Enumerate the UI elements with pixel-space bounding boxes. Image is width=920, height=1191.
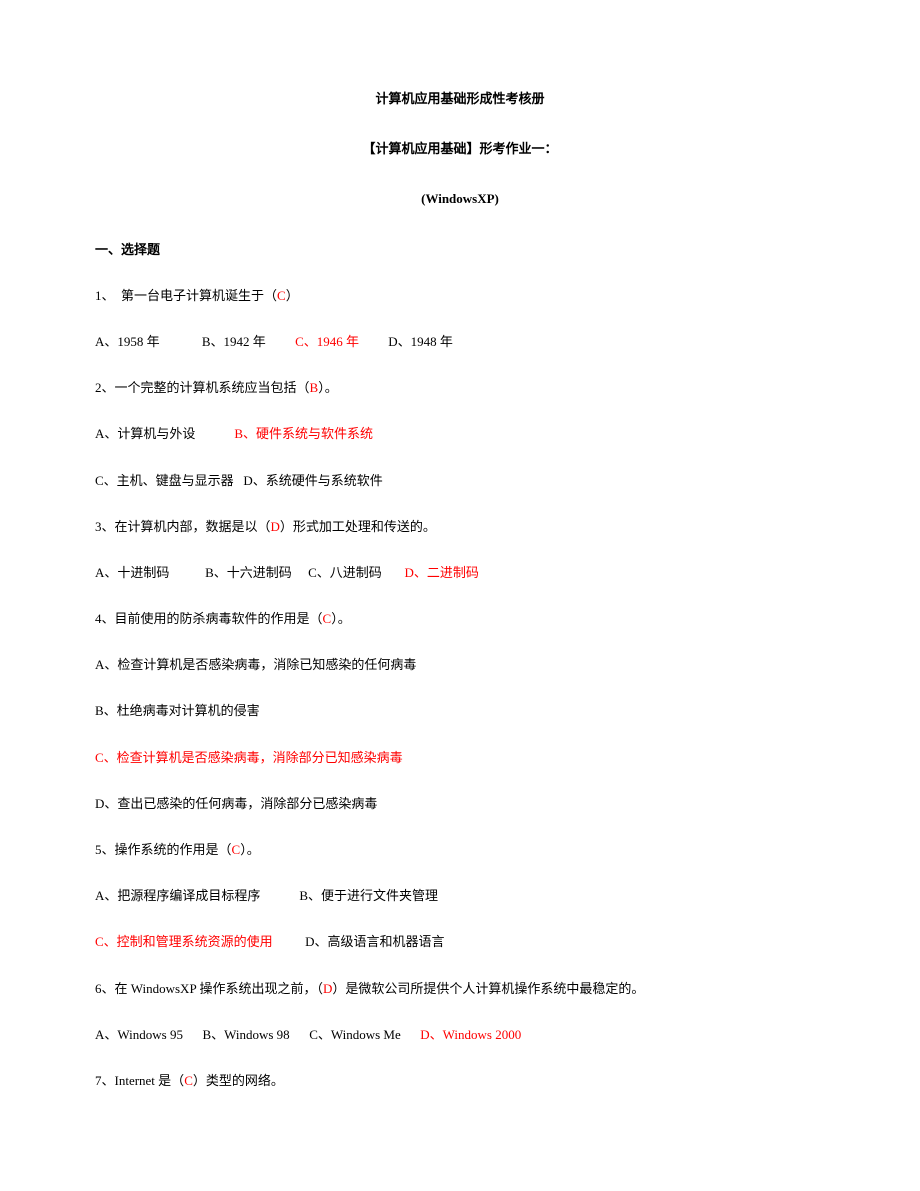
spacer: [234, 473, 244, 488]
spacer: [266, 334, 295, 349]
q1-opt-b: B、1942 年: [202, 334, 266, 349]
q5-options-row1: A、把源程序编译成目标程序 B、便于进行文件夹管理: [95, 887, 825, 905]
q5-answer: C: [232, 842, 241, 857]
q6-options: A、Windows 95 B、Windows 98 C、Windows Me D…: [95, 1026, 825, 1044]
spacer: [292, 565, 308, 580]
doc-title-3: (WindowsXP): [95, 190, 825, 208]
q7-tail: ）类型的网络。: [193, 1073, 284, 1088]
q1-opt-d: D、1948 年: [388, 334, 453, 349]
q1-tail: ）: [286, 288, 299, 303]
doc-title-2: 【计算机应用基础】形考作业一：: [95, 140, 825, 158]
q2-stem-text: 2、一个完整的计算机系统应当包括（: [95, 380, 310, 395]
q2-tail: ）。: [318, 380, 338, 395]
q7-stem-text: 7、Internet 是（: [95, 1073, 184, 1088]
q6-answer: D: [323, 981, 332, 996]
q2-options-row1: A、计算机与外设 B、硬件系统与软件系统: [95, 425, 825, 443]
q4-answer: C: [323, 611, 332, 626]
q1-answer: C: [277, 288, 286, 303]
q5-stem-text: 5、操作系统的作用是（: [95, 842, 232, 857]
q3-opt-d: D、二进制码: [404, 565, 478, 580]
q4-tail: ）。: [331, 611, 351, 626]
q2-answer: B: [310, 380, 319, 395]
q2-opt-a: A、计算机与外设: [95, 426, 195, 441]
q4-opt-a: A、检查计算机是否感染病毒，消除已知感染的任何病毒: [95, 656, 825, 674]
q4-stem-text: 4、目前使用的防杀病毒软件的作用是（: [95, 611, 323, 626]
q6-stem-text: 6、在 WindowsXP 操作系统出现之前，（: [95, 981, 323, 996]
q4-opt-d: D、查出已感染的任何病毒，消除部分已感染病毒: [95, 795, 825, 813]
q4-opt-b: B、杜绝病毒对计算机的侵害: [95, 702, 825, 720]
spacer: [160, 334, 202, 349]
q5-opt-a: A、把源程序编译成目标程序: [95, 888, 260, 903]
q1-options: A、1958 年 B、1942 年 C、1946 年 D、1948 年: [95, 333, 825, 351]
q1-opt-a: A、1958 年: [95, 334, 160, 349]
spacer: [260, 888, 299, 903]
q2-opt-d: D、系统硬件与系统软件: [243, 473, 382, 488]
q2-opt-b: B、硬件系统与软件系统: [234, 426, 373, 441]
q3-answer: D: [271, 519, 280, 534]
q4-stem: 4、目前使用的防杀病毒软件的作用是（C）。: [95, 610, 825, 628]
q5-options-row2: C、控制和管理系统资源的使用 D、高级语言和机器语言: [95, 933, 825, 951]
q3-opt-a: A、十进制码: [95, 565, 169, 580]
q6-opt-c: C、Windows Me: [309, 1027, 401, 1042]
spacer: [273, 934, 306, 949]
spacer: [382, 565, 405, 580]
q5-opt-c: C、控制和管理系统资源的使用: [95, 934, 273, 949]
q6-opt-d: D、Windows 2000: [420, 1027, 521, 1042]
q4-opt-c: C、检查计算机是否感染病毒，消除部分已知感染病毒: [95, 749, 825, 767]
q5-stem: 5、操作系统的作用是（C）。: [95, 841, 825, 859]
q6-stem: 6、在 WindowsXP 操作系统出现之前，（D）是微软公司所提供个人计算机操…: [95, 980, 825, 998]
section-heading: 一、选择题: [95, 241, 825, 259]
q2-opt-c: C、主机、键盘与显示器: [95, 473, 234, 488]
q1-stem: 1、 第一台电子计算机诞生于（C）: [95, 287, 825, 305]
q5-opt-b: B、便于进行文件夹管理: [299, 888, 438, 903]
q5-tail: ）。: [240, 842, 260, 857]
q6-opt-b: B、Windows 98: [202, 1027, 289, 1042]
q3-stem: 3、在计算机内部，数据是以（D）形式加工处理和传送的。: [95, 518, 825, 536]
q2-stem: 2、一个完整的计算机系统应当包括（B）。: [95, 379, 825, 397]
q3-options: A、十进制码 B、十六进制码 C、八进制码 D、二进制码: [95, 564, 825, 582]
q3-opt-c: C、八进制码: [308, 565, 382, 580]
q2-options-row2: C、主机、键盘与显示器 D、系统硬件与系统软件: [95, 472, 825, 490]
spacer: [169, 565, 205, 580]
q3-stem-text: 3、在计算机内部，数据是以（: [95, 519, 271, 534]
q7-answer: C: [184, 1073, 193, 1088]
q6-opt-a: A、Windows 95: [95, 1027, 183, 1042]
q1-opt-c: C、1946 年: [295, 334, 359, 349]
spacer: [401, 1027, 421, 1042]
doc-title-1: 计算机应用基础形成性考核册: [95, 90, 825, 108]
spacer: [183, 1027, 203, 1042]
q1-stem-text: 1、 第一台电子计算机诞生于（: [95, 288, 277, 303]
spacer: [195, 426, 234, 441]
q3-opt-b: B、十六进制码: [205, 565, 292, 580]
spacer: [359, 334, 388, 349]
q7-stem: 7、Internet 是（C）类型的网络。: [95, 1072, 825, 1090]
spacer: [290, 1027, 310, 1042]
q3-tail: ）形式加工处理和传送的。: [280, 519, 436, 534]
q5-opt-d: D、高级语言和机器语言: [305, 934, 444, 949]
q6-tail: ）是微软公司所提供个人计算机操作系统中最稳定的。: [332, 981, 644, 996]
